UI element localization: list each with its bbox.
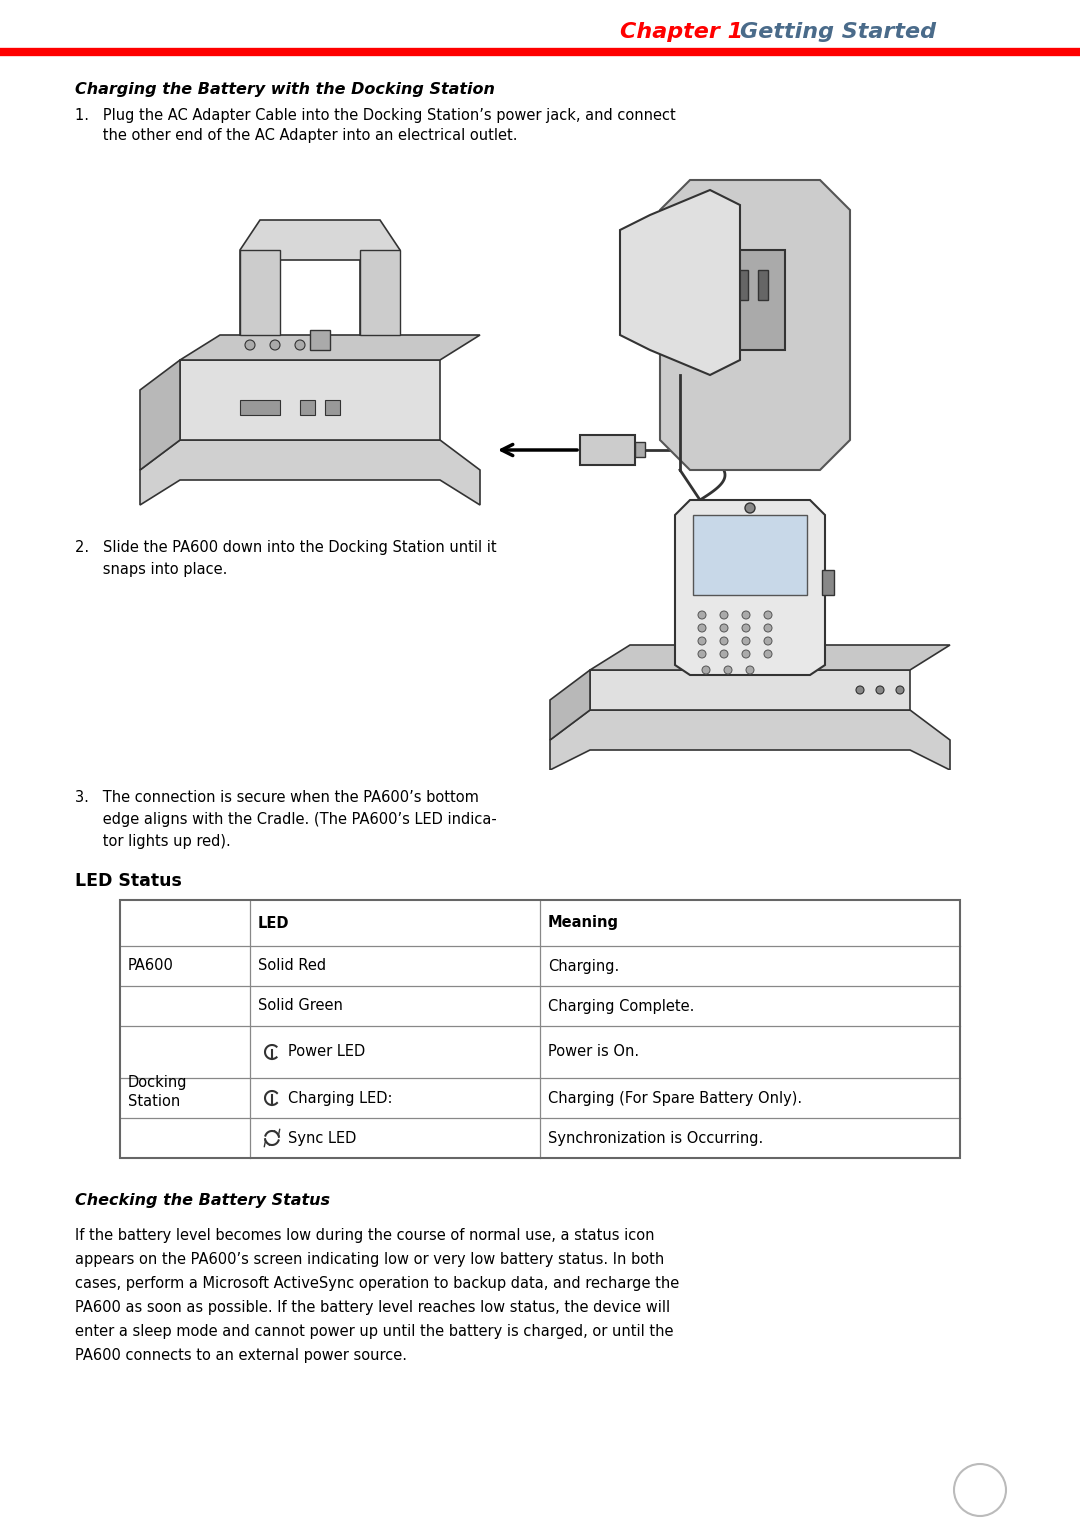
Text: Charging Complete.: Charging Complete. bbox=[548, 998, 694, 1013]
Circle shape bbox=[764, 649, 772, 659]
Circle shape bbox=[245, 341, 255, 350]
Bar bbox=[325, 400, 340, 416]
Circle shape bbox=[896, 686, 904, 694]
Circle shape bbox=[720, 637, 728, 645]
Text: PA600 as soon as possible. If the battery level reaches low status, the device w: PA600 as soon as possible. If the batter… bbox=[75, 1300, 670, 1316]
Text: cases, perform a Microsoft ActiveSync operation to backup data, and recharge the: cases, perform a Microsoft ActiveSync op… bbox=[75, 1276, 679, 1291]
Polygon shape bbox=[550, 669, 590, 740]
Text: Charging LED:: Charging LED: bbox=[288, 1091, 392, 1105]
Circle shape bbox=[742, 611, 750, 619]
Polygon shape bbox=[590, 669, 910, 711]
Bar bbox=[120, 900, 960, 1158]
Text: Solid Red: Solid Red bbox=[258, 958, 326, 973]
Circle shape bbox=[724, 666, 732, 674]
Circle shape bbox=[876, 686, 885, 694]
Circle shape bbox=[745, 503, 755, 513]
Polygon shape bbox=[140, 440, 480, 504]
Polygon shape bbox=[240, 220, 400, 335]
Text: Synchronization is Occurring.: Synchronization is Occurring. bbox=[548, 1131, 764, 1146]
Polygon shape bbox=[550, 711, 950, 770]
Circle shape bbox=[764, 623, 772, 633]
Circle shape bbox=[698, 637, 706, 645]
Bar bbox=[738, 270, 748, 299]
Text: LED Status: LED Status bbox=[75, 872, 181, 889]
Text: Power is On.: Power is On. bbox=[548, 1045, 639, 1059]
Polygon shape bbox=[660, 180, 850, 471]
Circle shape bbox=[764, 611, 772, 619]
Circle shape bbox=[742, 649, 750, 659]
Text: 3.   The connection is secure when the PA600’s bottom: 3. The connection is secure when the PA6… bbox=[75, 790, 478, 805]
Polygon shape bbox=[180, 361, 440, 440]
Bar bbox=[758, 270, 768, 299]
Circle shape bbox=[954, 1464, 1005, 1516]
Text: Meaning: Meaning bbox=[548, 915, 619, 931]
Polygon shape bbox=[180, 335, 480, 361]
Text: Docking
Station: Docking Station bbox=[129, 1074, 188, 1109]
Circle shape bbox=[742, 623, 750, 633]
Bar bbox=[240, 400, 280, 416]
Polygon shape bbox=[590, 645, 950, 669]
Bar bbox=[635, 442, 645, 457]
Circle shape bbox=[698, 623, 706, 633]
Text: the other end of the AC Adapter into an electrical outlet.: the other end of the AC Adapter into an … bbox=[75, 128, 517, 144]
Circle shape bbox=[720, 611, 728, 619]
Polygon shape bbox=[140, 361, 180, 471]
Text: 1.   Plug the AC Adapter Cable into the Docking Station’s power jack, and connec: 1. Plug the AC Adapter Cable into the Do… bbox=[75, 108, 676, 122]
Bar bbox=[580, 435, 635, 465]
Circle shape bbox=[720, 623, 728, 633]
Text: LED: LED bbox=[258, 915, 289, 931]
Circle shape bbox=[270, 341, 280, 350]
Bar bbox=[693, 515, 807, 594]
Circle shape bbox=[702, 666, 710, 674]
Text: 9: 9 bbox=[974, 1481, 986, 1499]
Circle shape bbox=[746, 666, 754, 674]
Circle shape bbox=[698, 649, 706, 659]
Text: Checking the Battery Status: Checking the Battery Status bbox=[75, 1193, 330, 1209]
Text: Solid Green: Solid Green bbox=[258, 998, 342, 1013]
Bar bbox=[725, 251, 785, 350]
Bar bbox=[822, 570, 834, 594]
Text: PA600 connects to an external power source.: PA600 connects to an external power sour… bbox=[75, 1348, 407, 1363]
Polygon shape bbox=[360, 251, 400, 335]
Polygon shape bbox=[240, 251, 280, 335]
Text: snaps into place.: snaps into place. bbox=[75, 562, 228, 578]
Text: Power LED: Power LED bbox=[288, 1045, 365, 1059]
Text: Charging.: Charging. bbox=[548, 958, 619, 973]
Text: appears on the PA600’s screen indicating low or very low battery status. In both: appears on the PA600’s screen indicating… bbox=[75, 1251, 664, 1267]
Text: tor lights up red).: tor lights up red). bbox=[75, 834, 231, 850]
Circle shape bbox=[764, 637, 772, 645]
Bar bbox=[300, 400, 315, 416]
Circle shape bbox=[295, 341, 305, 350]
Text: If the battery level becomes low during the course of normal use, a status icon: If the battery level becomes low during … bbox=[75, 1229, 654, 1242]
Bar bbox=[310, 330, 330, 350]
Text: Sync LED: Sync LED bbox=[288, 1131, 356, 1146]
Polygon shape bbox=[675, 500, 825, 675]
Polygon shape bbox=[620, 189, 740, 374]
Circle shape bbox=[698, 611, 706, 619]
Text: enter a sleep mode and cannot power up until the battery is charged, or until th: enter a sleep mode and cannot power up u… bbox=[75, 1323, 674, 1339]
Text: edge aligns with the Cradle. (The PA600’s LED indica-: edge aligns with the Cradle. (The PA600’… bbox=[75, 811, 497, 827]
Text: Charging the Battery with the Docking Station: Charging the Battery with the Docking St… bbox=[75, 83, 495, 96]
Text: Charging (For Spare Battery Only).: Charging (For Spare Battery Only). bbox=[548, 1091, 802, 1105]
Text: Chapter 1: Chapter 1 bbox=[620, 21, 743, 41]
Circle shape bbox=[720, 649, 728, 659]
Text: Getting Started: Getting Started bbox=[740, 21, 936, 41]
Text: PA600: PA600 bbox=[129, 958, 174, 973]
Text: 2.   Slide the PA600 down into the Docking Station until it: 2. Slide the PA600 down into the Docking… bbox=[75, 539, 497, 555]
Circle shape bbox=[856, 686, 864, 694]
Circle shape bbox=[742, 637, 750, 645]
